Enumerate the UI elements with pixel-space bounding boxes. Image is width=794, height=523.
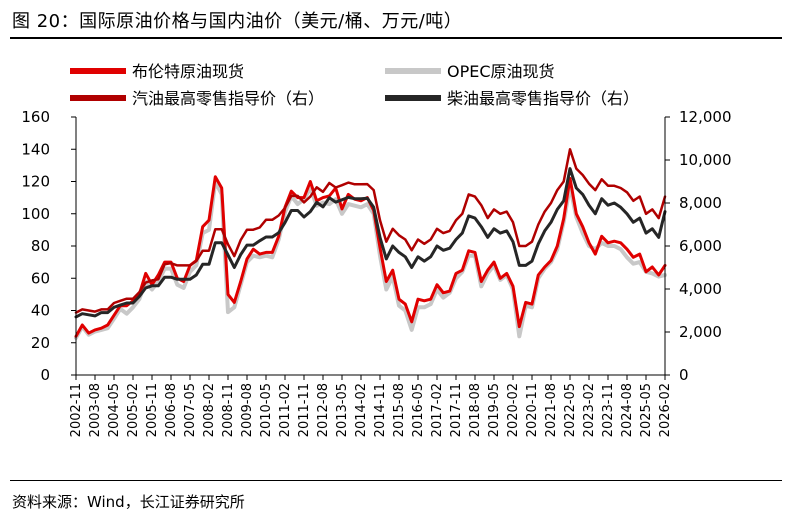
axes-frame xyxy=(75,117,666,376)
right-y-tick-label: 12,000 xyxy=(679,108,732,126)
x-tick-label: 2021-08 xyxy=(544,383,559,437)
right-y-axis-ticks: 0 2,000 4,000 6,000 8,000 10,000 12,000 xyxy=(665,108,732,384)
x-tick-label: 2019-05 xyxy=(487,383,502,437)
source-note: 资料来源：Wind，长江证券研究所 xyxy=(12,493,245,511)
legend-label-1: 布伦特原油现货 xyxy=(132,62,244,81)
x-tick-label: 2007-05 xyxy=(183,383,198,437)
left-y-tick-label: 0 xyxy=(40,366,50,384)
x-tick-label: 2003-08 xyxy=(88,383,103,437)
x-tick-label: 2017-11 xyxy=(449,383,464,437)
x-tick-label: 2023-02 xyxy=(582,383,597,437)
x-tick-label: 2011-02 xyxy=(278,383,293,437)
x-tick-label: 2002-11 xyxy=(69,383,84,437)
x-tick-label: 2008-11 xyxy=(221,383,236,437)
x-tick-label: 2006-08 xyxy=(164,383,179,437)
left-y-tick-label: 80 xyxy=(31,237,50,255)
figure-title: 图 20：国际原油价格与国内油价（美元/桶、万元/吨） xyxy=(12,11,463,32)
x-tick-label: 2014-11 xyxy=(373,383,388,437)
x-tick-label: 2009-08 xyxy=(240,383,255,437)
left-y-tick-label: 60 xyxy=(31,269,50,287)
right-y-tick-label: 10,000 xyxy=(679,151,732,169)
x-tick-label: 2017-02 xyxy=(430,383,445,437)
x-tick-label: 2013-05 xyxy=(335,383,350,437)
legend-label-3: 汽油最高零售指导价（右） xyxy=(132,89,324,108)
x-tick-label: 2020-11 xyxy=(525,383,540,437)
x-tick-label: 2010-05 xyxy=(259,383,274,437)
x-tick-label: 2008-02 xyxy=(202,383,217,437)
x-tick-label: 2012-08 xyxy=(316,383,331,437)
x-tick-label: 2011-11 xyxy=(297,383,312,437)
x-tick-label: 2014-02 xyxy=(354,383,369,437)
x-tick-label: 2023-11 xyxy=(601,383,616,437)
source-divider xyxy=(10,480,782,481)
right-y-tick-label: 2,000 xyxy=(679,323,722,341)
x-tick-label: 2005-11 xyxy=(145,383,160,437)
title-divider xyxy=(10,37,782,39)
x-tick-label: 2020-02 xyxy=(506,383,521,437)
left-y-tick-label: 140 xyxy=(21,140,50,158)
right-y-tick-label: 4,000 xyxy=(679,280,722,298)
right-y-tick-label: 0 xyxy=(679,366,689,384)
x-tick-label: 2004-05 xyxy=(107,383,122,437)
x-tick-label: 2024-08 xyxy=(620,383,635,437)
left-y-tick-label: 100 xyxy=(21,205,50,223)
series-line-4 xyxy=(74,167,667,319)
legend-label-4: 柴油最高零售指导价（右） xyxy=(447,89,639,108)
series-line-3 xyxy=(74,148,667,314)
x-tick-label: 2018-08 xyxy=(468,383,483,437)
right-y-tick-label: 8,000 xyxy=(679,194,722,212)
left-y-tick-label: 20 xyxy=(31,334,50,352)
left-y-tick-label: 40 xyxy=(31,302,50,320)
x-tick-label: 2022-05 xyxy=(563,383,578,437)
x-tick-label: 2015-08 xyxy=(392,383,407,437)
x-tick-label: 2016-05 xyxy=(411,383,426,437)
series-lines xyxy=(74,148,667,340)
right-y-tick-label: 6,000 xyxy=(679,237,722,255)
x-tick-label: 2025-05 xyxy=(639,383,654,437)
x-tick-label: 2026-02 xyxy=(658,383,673,437)
legend-label-2: OPEC原油现货 xyxy=(447,62,555,81)
x-tick-label: 2005-02 xyxy=(126,383,141,437)
left-y-axis-ticks: 0 20 40 60 80 100 120 140 160 xyxy=(21,108,76,384)
left-y-tick-label: 160 xyxy=(21,108,50,126)
x-axis-ticks: 2002-11 2003-08 2004-05 2005-02 2005-11 2006-… xyxy=(69,375,673,437)
left-y-tick-label: 120 xyxy=(21,173,50,191)
